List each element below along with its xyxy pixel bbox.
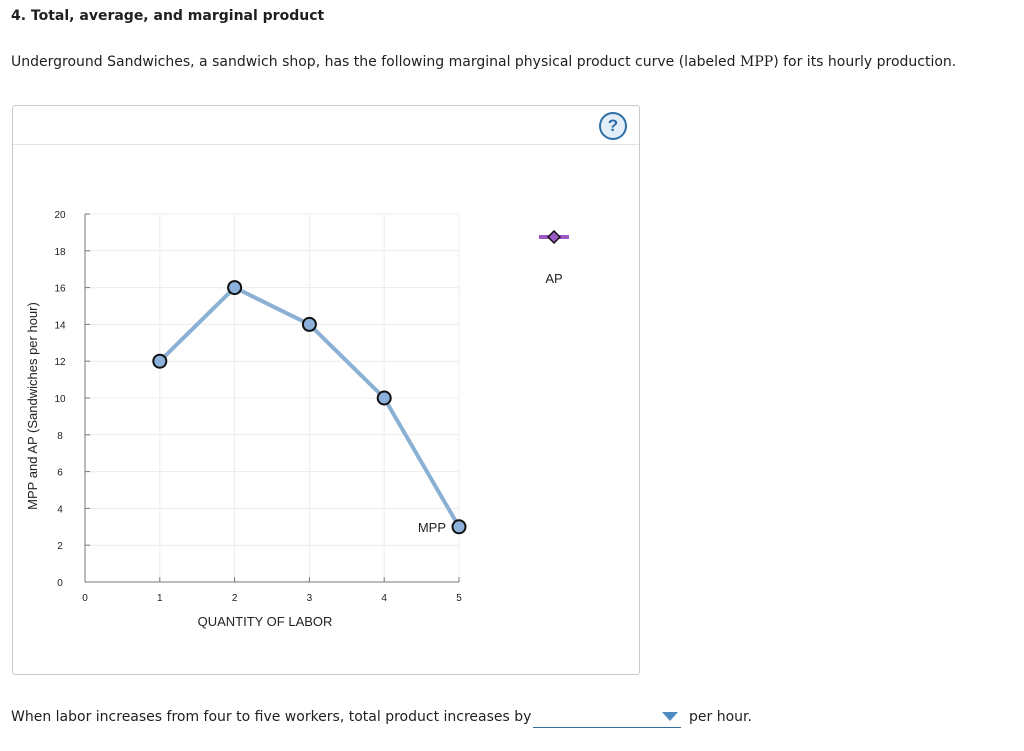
x-tick-label: 1 (157, 593, 163, 604)
y-tick-label: 8 (57, 431, 63, 442)
mpp-curve-label: MPP (418, 520, 446, 535)
y-tick-label: 2 (57, 541, 63, 552)
chevron-down-icon (662, 712, 678, 721)
y-tick-label: 14 (54, 320, 66, 331)
mpp-point[interactable] (451, 519, 467, 535)
x-axis-title: QUANTITY OF LABOR (198, 614, 333, 629)
y-tick-label: 16 (54, 284, 66, 295)
intro-text: Underground Sandwiches, a sandwich shop,… (11, 54, 956, 70)
help-icon[interactable]: ? (599, 112, 627, 140)
mpp-point[interactable] (227, 280, 243, 296)
ap-tool-label: AP (545, 271, 562, 286)
x-tick-label: 3 (307, 593, 313, 604)
intro-text-after: ) for its hourly production. (773, 54, 957, 70)
y-tick-label: 0 (57, 578, 63, 589)
question-heading: 4. Total, average, and marginal product (11, 8, 325, 24)
y-axis-title: MPP and AP (Sandwiches per hour) (25, 302, 40, 510)
x-tick-label: 2 (232, 593, 238, 604)
mpp-point[interactable] (152, 353, 168, 369)
intro-text-before: Underground Sandwiches, a sandwich shop,… (11, 54, 740, 70)
question-text: When labor increases from four to five w… (11, 709, 532, 725)
x-tick-label: 0 (82, 593, 88, 604)
panel-toolbar-divider (13, 144, 639, 145)
y-tick-label: 12 (54, 357, 66, 368)
graph-panel: ? 0 2 4 6 8 10 12 14 16 18 20 0 1 2 3 4 5 QUANTITY OF LAB… (12, 105, 640, 675)
mpp-point[interactable] (301, 316, 317, 332)
ap-diamond-icon[interactable] (546, 229, 562, 245)
x-tick-label: 4 (381, 593, 387, 604)
y-tick-label: 6 (57, 468, 63, 479)
intro-term: MPP (740, 54, 774, 70)
y-tick-label: 18 (54, 247, 66, 258)
mpp-point[interactable] (376, 390, 392, 406)
y-tick-label: 10 (54, 394, 66, 405)
answer-dropdown[interactable] (533, 703, 681, 728)
y-tick-label: 20 (54, 210, 66, 221)
y-tick-label: 4 (57, 504, 63, 515)
question-suffix: per hour. (689, 709, 752, 725)
x-tick-label: 5 (456, 593, 462, 604)
